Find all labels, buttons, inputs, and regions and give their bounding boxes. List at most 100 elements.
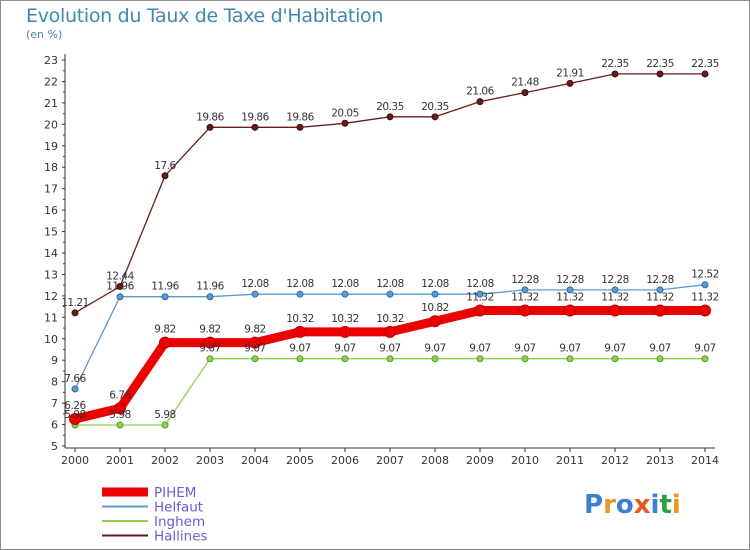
data-point-helfaut: [656, 286, 664, 294]
logo-letter: r: [603, 490, 616, 520]
data-point-helfaut: [701, 281, 709, 289]
data-label-hallines: 20.35: [421, 101, 449, 113]
data-point-inghem: [386, 355, 394, 363]
data-point-pihem: [249, 336, 261, 349]
y-tick-label: 18: [44, 161, 58, 174]
y-tick-label: 5: [51, 440, 58, 453]
data-label-hallines: 21.06: [466, 86, 494, 98]
data-label-pihem: 9.82: [154, 324, 175, 336]
data-label-hallines: 20.35: [376, 101, 404, 113]
data-point-pihem: [609, 304, 621, 317]
data-point-helfaut: [341, 290, 349, 298]
data-label-helfaut: 12.28: [646, 274, 674, 286]
data-label-helfaut: 12.08: [421, 278, 449, 290]
data-label-pihem: 11.32: [601, 291, 629, 303]
x-tick-label: 2010: [511, 454, 539, 467]
data-label-pihem: 10.32: [331, 313, 359, 325]
y-tick-label: 9: [51, 354, 58, 367]
data-label-inghem: 9.07: [379, 343, 400, 355]
data-label-inghem: 9.07: [199, 343, 220, 355]
data-point-helfaut: [476, 290, 484, 298]
data-point-inghem: [431, 355, 439, 363]
series-layer: [69, 70, 711, 429]
data-label-hallines: 12.44: [106, 270, 134, 282]
data-label-helfaut: 7.66: [64, 373, 86, 385]
series-inghem: [71, 355, 709, 429]
data-point-inghem: [521, 355, 529, 363]
chart-axes: 5 6 7 8 9 10 11 12 13 14 15 16 17 18 19 20 21 22 23 2000 200…: [44, 54, 719, 467]
data-point-hallines: [701, 70, 709, 78]
x-tick-label: 2012: [601, 454, 629, 467]
x-tick-label: 2000: [61, 454, 89, 467]
data-point-hallines: [341, 119, 349, 127]
data-label-hallines: 19.86: [241, 111, 269, 123]
data-label-helfaut: 11.96: [106, 281, 134, 293]
x-tick-label: 2005: [286, 454, 314, 467]
data-label-helfaut: 11.96: [196, 281, 224, 293]
data-point-inghem: [701, 355, 709, 363]
data-point-pihem: [429, 315, 441, 328]
data-label-pihem: 11.32: [511, 291, 539, 303]
data-point-pihem: [69, 412, 81, 425]
data-label-pihem: 11.32: [466, 291, 494, 303]
chart-unit-label: (en %): [26, 28, 63, 41]
data-label-helfaut: 12.08: [286, 278, 314, 290]
data-point-helfaut: [521, 286, 529, 294]
data-label-hallines: 22.35: [691, 58, 719, 70]
legend-label-inghem: Inghem: [154, 514, 205, 530]
data-point-pihem: [204, 336, 216, 349]
data-label-pihem: 9.82: [199, 324, 220, 336]
y-tick-label: 20: [44, 118, 58, 131]
data-point-helfaut: [611, 286, 619, 294]
y-tick-label: 17: [44, 183, 58, 196]
data-point-helfaut: [566, 286, 574, 294]
data-label-helfaut: 12.28: [556, 274, 584, 286]
data-point-hallines: [566, 79, 574, 87]
data-label-hallines: 22.35: [646, 58, 674, 70]
data-label-hallines: 11.21: [61, 297, 89, 309]
data-label-pihem: 11.32: [691, 291, 719, 303]
data-label-inghem: 5.98: [109, 409, 130, 421]
legend-label-helfaut: Helfaut: [154, 500, 203, 516]
legend-label-pihem: PIHEM: [154, 485, 196, 501]
y-tick-label: 14: [44, 247, 58, 260]
data-label-helfaut: 12.28: [601, 274, 629, 286]
x-tick-label: 2011: [556, 454, 584, 467]
data-point-pihem: [384, 325, 396, 338]
data-point-hallines: [116, 282, 124, 290]
data-label-inghem: 9.07: [424, 343, 445, 355]
x-tick-label: 2007: [376, 454, 404, 467]
chart-title: Evolution du Taux de Taxe d'Habitation: [26, 5, 384, 27]
y-tick-label: 16: [44, 204, 58, 217]
data-label-helfaut: 12.08: [466, 278, 494, 290]
y-tick-label: 22: [44, 75, 58, 88]
data-label-hallines: 21.48: [511, 77, 539, 89]
data-point-hallines: [611, 70, 619, 78]
y-tick-label: 21: [44, 97, 58, 110]
data-point-hallines: [161, 172, 169, 180]
data-label-inghem: 9.07: [334, 343, 355, 355]
y-tick-label: 8: [51, 376, 58, 389]
data-point-helfaut: [251, 290, 259, 298]
data-label-inghem: 9.07: [604, 343, 625, 355]
data-point-helfaut: [71, 385, 79, 393]
series-pihem: [69, 304, 711, 425]
data-label-pihem: 6.76: [109, 389, 131, 401]
data-point-hallines: [206, 123, 214, 131]
data-point-inghem: [566, 355, 574, 363]
data-point-hallines: [656, 70, 664, 78]
data-point-helfaut: [386, 290, 394, 298]
data-point-helfaut: [206, 293, 214, 301]
logo-letter: x: [633, 490, 651, 520]
data-point-hallines: [251, 123, 259, 131]
y-tick-label: 23: [44, 54, 58, 67]
data-label-pihem: 11.32: [556, 291, 584, 303]
x-tick-label: 2006: [331, 454, 359, 467]
data-label-helfaut: 12.08: [331, 278, 359, 290]
data-point-hallines: [71, 309, 79, 317]
data-label-inghem: 9.07: [289, 343, 310, 355]
data-point-inghem: [116, 421, 124, 429]
data-label-pihem: 9.82: [244, 324, 265, 336]
legend-label-hallines: Hallines: [154, 529, 208, 545]
